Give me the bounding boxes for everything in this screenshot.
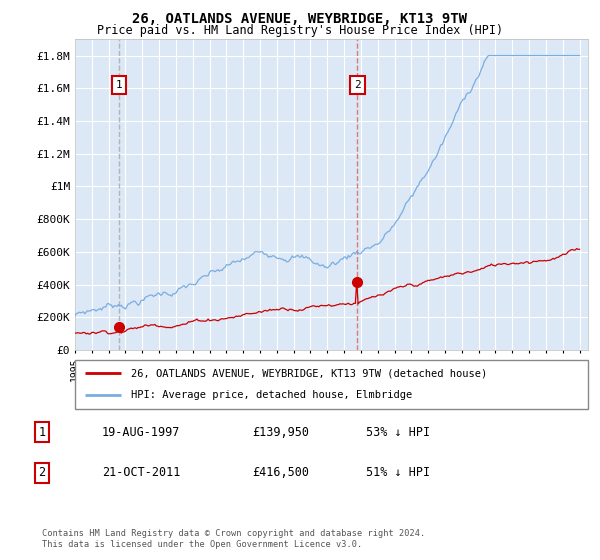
Text: 26, OATLANDS AVENUE, WEYBRIDGE, KT13 9TW: 26, OATLANDS AVENUE, WEYBRIDGE, KT13 9TW xyxy=(133,12,467,26)
Text: 2: 2 xyxy=(354,80,361,90)
Text: 1: 1 xyxy=(38,426,46,439)
Text: Contains HM Land Registry data © Crown copyright and database right 2024.
This d: Contains HM Land Registry data © Crown c… xyxy=(42,529,425,549)
Text: £139,950: £139,950 xyxy=(252,426,309,439)
Text: HPI: Average price, detached house, Elmbridge: HPI: Average price, detached house, Elmb… xyxy=(131,390,413,400)
Text: 51% ↓ HPI: 51% ↓ HPI xyxy=(366,466,430,479)
Text: 53% ↓ HPI: 53% ↓ HPI xyxy=(366,426,430,439)
Text: 2: 2 xyxy=(38,466,46,479)
Text: 21-OCT-2011: 21-OCT-2011 xyxy=(102,466,181,479)
Text: Price paid vs. HM Land Registry's House Price Index (HPI): Price paid vs. HM Land Registry's House … xyxy=(97,24,503,36)
Text: 19-AUG-1997: 19-AUG-1997 xyxy=(102,426,181,439)
Text: 1: 1 xyxy=(116,80,122,90)
Text: £416,500: £416,500 xyxy=(252,466,309,479)
FancyBboxPatch shape xyxy=(75,360,588,409)
Text: 26, OATLANDS AVENUE, WEYBRIDGE, KT13 9TW (detached house): 26, OATLANDS AVENUE, WEYBRIDGE, KT13 9TW… xyxy=(131,368,488,379)
